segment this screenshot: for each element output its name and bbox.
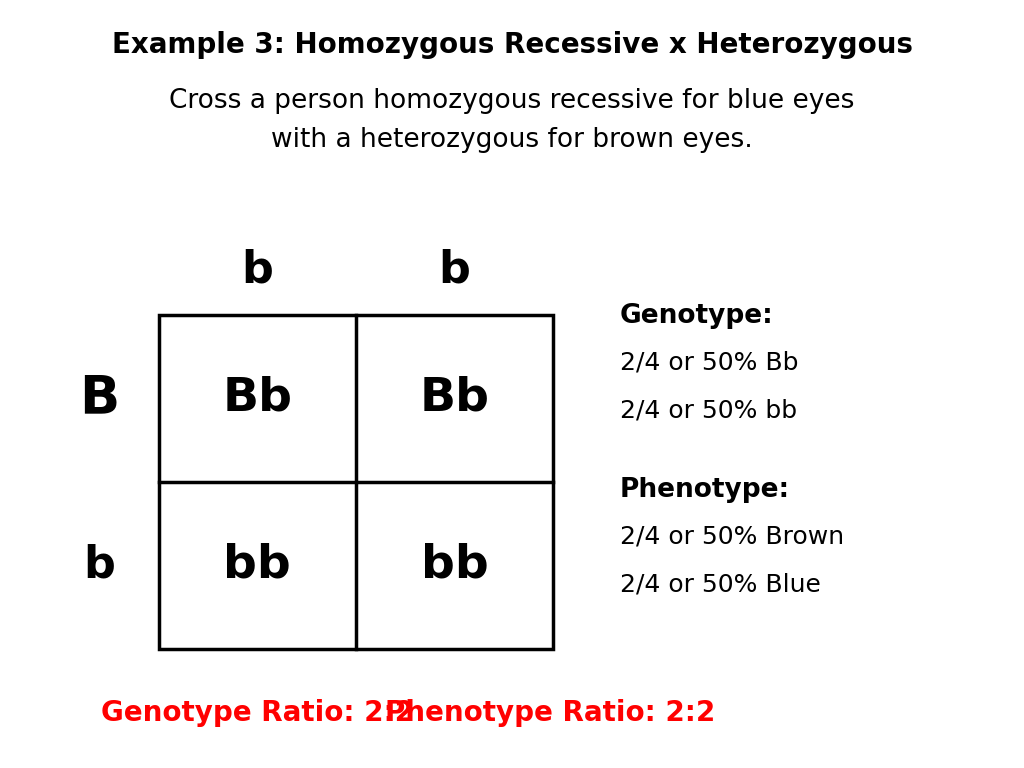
Text: Bb: Bb — [222, 376, 292, 421]
Text: b: b — [242, 249, 273, 292]
Text: B: B — [79, 372, 120, 425]
Text: Cross a person homozygous recessive for blue eyes: Cross a person homozygous recessive for … — [169, 88, 855, 114]
Text: 2/4 or 50% Brown: 2/4 or 50% Brown — [620, 525, 844, 548]
Text: Genotype Ratio: 2:2: Genotype Ratio: 2:2 — [100, 699, 414, 727]
Text: Bb: Bb — [420, 376, 489, 421]
Text: bb: bb — [223, 543, 291, 588]
Text: Phenotype Ratio: 2:2: Phenotype Ratio: 2:2 — [385, 699, 716, 727]
Text: bb: bb — [421, 543, 488, 588]
Text: 2/4 or 50% Blue: 2/4 or 50% Blue — [620, 572, 820, 596]
Text: 2/4 or 50% bb: 2/4 or 50% bb — [620, 399, 797, 422]
Text: b: b — [83, 544, 116, 587]
Text: 2/4 or 50% Bb: 2/4 or 50% Bb — [620, 351, 798, 375]
Text: Example 3: Homozygous Recessive x Heterozygous: Example 3: Homozygous Recessive x Hetero… — [112, 31, 912, 58]
Text: Phenotype:: Phenotype: — [620, 477, 790, 503]
Text: with a heterozygous for brown eyes.: with a heterozygous for brown eyes. — [271, 127, 753, 153]
Bar — [159, 315, 553, 649]
Text: Genotype:: Genotype: — [620, 303, 773, 329]
Text: b: b — [438, 249, 470, 292]
